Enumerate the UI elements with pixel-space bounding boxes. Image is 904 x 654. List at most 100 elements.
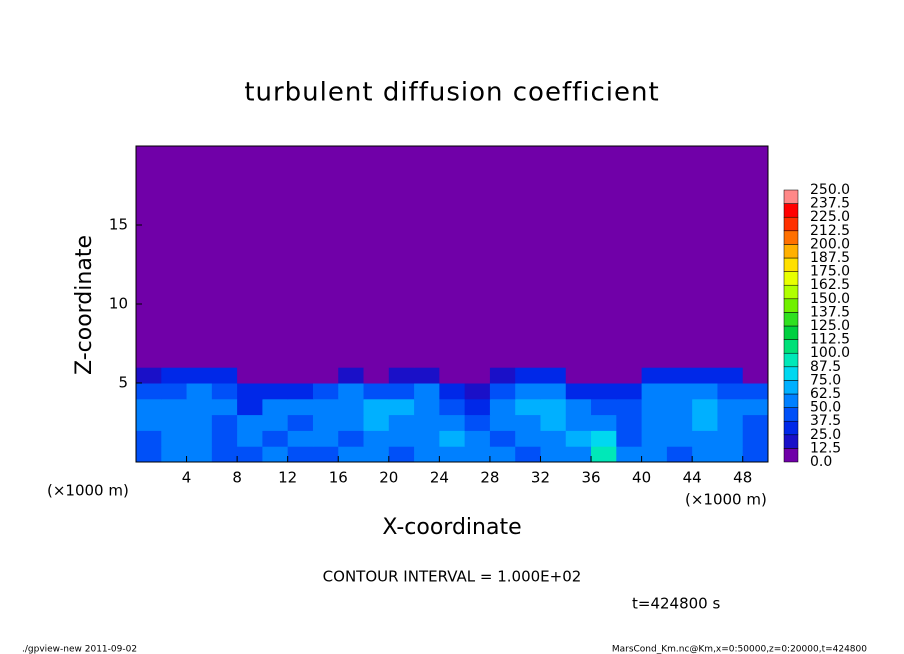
cell [540, 446, 567, 463]
colorbar-box [783, 407, 799, 422]
cell [312, 446, 339, 463]
cell [565, 383, 592, 400]
cell [591, 383, 617, 400]
cell [717, 430, 744, 447]
cell [515, 146, 541, 368]
colorbar-box [783, 393, 799, 408]
cell [464, 430, 491, 447]
colorbar-box [783, 352, 799, 368]
cell [742, 146, 769, 368]
cell [515, 383, 541, 400]
cell [312, 146, 339, 368]
cell [211, 398, 238, 416]
colorbar-label: 25.0 [810, 427, 841, 443]
cell [464, 446, 491, 463]
cell [439, 383, 466, 400]
cell [565, 414, 592, 431]
x-tick-label: 28 [480, 469, 499, 487]
colorbar-box [783, 203, 799, 218]
colorbar-box [783, 271, 799, 286]
cell [742, 398, 769, 416]
cell [742, 367, 769, 384]
cell [616, 430, 643, 447]
cell [439, 367, 466, 384]
x-tick-label: 44 [683, 469, 702, 487]
cell [161, 430, 188, 447]
x-tick-label: 8 [232, 469, 242, 487]
cell [186, 398, 213, 416]
y-tick-label: 5 [118, 374, 128, 392]
colorbar-box [783, 257, 799, 272]
cell [742, 414, 769, 431]
colorbar-label: 250.0 [810, 182, 850, 198]
cell [363, 430, 390, 447]
y-axis-label: Z-coordinate [72, 235, 97, 375]
cell [489, 446, 516, 463]
cell [287, 446, 314, 463]
cell [692, 398, 718, 416]
cell [338, 398, 365, 416]
cell [211, 146, 238, 368]
cell [312, 398, 339, 416]
cell [186, 446, 213, 463]
cell [388, 446, 415, 463]
cell [439, 414, 466, 431]
cell [262, 398, 289, 416]
cell [388, 146, 415, 368]
contour-note: CONTOUR INTERVAL = 1.000E+02 [323, 568, 582, 586]
cell [312, 383, 339, 400]
colorbar-label: 37.5 [810, 413, 841, 429]
cell [489, 383, 516, 400]
colorbar-label: 75.0 [810, 372, 841, 388]
cell [489, 367, 516, 384]
cell [565, 446, 592, 463]
cell [666, 398, 693, 416]
cell [616, 383, 643, 400]
cell [414, 398, 440, 416]
cell [388, 398, 415, 416]
colorbar-box [783, 298, 799, 313]
cell [616, 446, 643, 463]
cell [287, 367, 314, 384]
cell [262, 414, 289, 431]
colorbar-box [783, 189, 799, 204]
cell [489, 398, 516, 416]
colorbar-box [783, 284, 799, 300]
cell [616, 146, 643, 368]
colorbar-box [783, 434, 799, 449]
cell [211, 446, 238, 463]
cell [692, 367, 718, 384]
cell [363, 398, 390, 416]
cell [211, 414, 238, 431]
cell [742, 446, 769, 463]
cell [161, 414, 188, 431]
cell [565, 146, 592, 368]
cell [565, 398, 592, 416]
x-tick-label: 16 [329, 469, 348, 487]
x-tick-label: 4 [182, 469, 192, 487]
colorbar-label: 137.5 [810, 304, 850, 320]
cell [388, 383, 415, 400]
cell [237, 414, 263, 431]
cell [136, 446, 162, 463]
cell [211, 367, 238, 384]
x-tick-label: 40 [632, 469, 651, 487]
colorbar-box [783, 216, 799, 232]
cell [363, 446, 390, 463]
x-unit: (×1000 m) [47, 482, 129, 500]
cell [515, 398, 541, 416]
cell [666, 146, 693, 368]
cell [363, 146, 390, 368]
cell [414, 430, 440, 447]
cell [262, 383, 289, 400]
cell [540, 430, 567, 447]
cell [515, 446, 541, 463]
cell [388, 367, 415, 384]
cell [666, 414, 693, 431]
cell [464, 146, 491, 368]
cell [186, 146, 213, 368]
x-unit: (×1000 m) [685, 491, 767, 509]
cell [312, 414, 339, 431]
cell [616, 398, 643, 416]
